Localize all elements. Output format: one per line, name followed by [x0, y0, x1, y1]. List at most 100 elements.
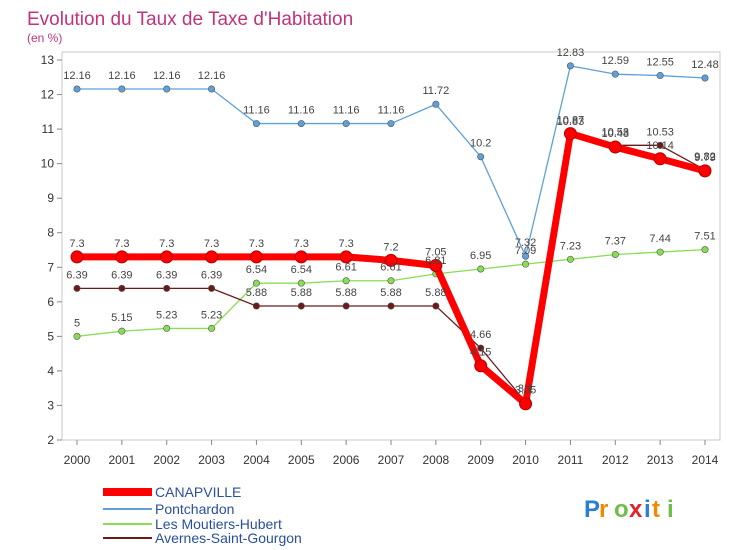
data-point — [477, 153, 485, 161]
y-axis: 2 3 4 5 6 7 8 9 10 11 12 13 — [41, 53, 62, 447]
data-point — [249, 250, 263, 264]
data-label: 10.87 — [557, 115, 585, 127]
data-point — [118, 85, 126, 93]
x-tick-label: 2007 — [378, 453, 405, 467]
x-tick-label: 2010 — [512, 453, 539, 467]
data-point — [205, 250, 219, 264]
data-label: 3.05 — [515, 385, 536, 397]
data-label: 3.1 — [518, 383, 533, 395]
data-labels-0: 7.3 7.3 7.3 7.3 7.3 7.3 7.3 7.2 7.05 4.15 3.05 10.8… — [69, 115, 715, 397]
data-label: 7.3 — [114, 238, 129, 250]
data-point — [297, 120, 305, 128]
data-point — [252, 279, 260, 287]
legend-label: Les Moutiers-Hubert — [155, 516, 282, 532]
data-label: 6.39 — [156, 269, 177, 281]
x-tick-label: 2004 — [243, 453, 270, 467]
y-tick-label: 3 — [47, 398, 54, 412]
data-label: 11.16 — [378, 105, 405, 117]
y-tick-label: 2 — [47, 433, 54, 447]
data-point — [163, 85, 171, 93]
x-tick-label: 2002 — [153, 453, 180, 467]
data-point — [342, 302, 350, 310]
data-label: 6.54 — [246, 264, 267, 276]
data-label: 7.3 — [249, 238, 264, 250]
data-point — [163, 284, 171, 292]
data-point — [208, 85, 216, 93]
data-label: 5.23 — [201, 309, 222, 321]
data-label: 5.15 — [111, 312, 132, 324]
data-point — [339, 250, 353, 264]
x-axis: 2000 2001 2002 2003 2004 2005 2006 2007 2008 2009… — [64, 440, 719, 467]
series-layer: 12.16 12.16 12.16 12.16 11.16 11.16 11.16 11.16… — [63, 47, 719, 411]
data-label: 12.55 — [646, 57, 674, 69]
y-tick-label: 7 — [47, 260, 54, 274]
data-label: 10.83 — [557, 116, 585, 128]
data-point — [387, 302, 395, 310]
data-point — [70, 250, 84, 264]
x-tick-label: 2000 — [64, 453, 91, 467]
data-labels-1: 12.16 12.16 12.16 12.16 11.16 11.16 11.16 11.16… — [63, 47, 719, 249]
data-label: 5.88 — [291, 287, 312, 299]
data-point — [429, 259, 443, 273]
data-label: 7.3 — [204, 238, 219, 250]
data-label: 12.59 — [602, 55, 630, 67]
data-label: 9.79 — [694, 152, 715, 164]
chart-subtitle: (en %) — [27, 31, 62, 45]
data-point — [208, 324, 216, 332]
data-point — [698, 164, 712, 178]
data-point — [387, 277, 395, 285]
data-point — [118, 284, 126, 292]
data-label: 7.23 — [560, 240, 581, 252]
data-label: 7.05 — [425, 247, 446, 259]
x-tick-label: 2009 — [467, 453, 494, 467]
logo-letter: i — [644, 496, 651, 523]
data-point — [297, 279, 305, 287]
data-label: 4.15 — [470, 347, 491, 359]
legend-label: Avernes-Saint-Gourgon — [155, 530, 302, 546]
data-point — [519, 397, 533, 411]
data-label: 11.16 — [243, 105, 270, 117]
data-point — [432, 100, 440, 108]
data-point — [611, 250, 619, 258]
data-label: 7.3 — [69, 238, 84, 250]
y-tick-label: 9 — [47, 191, 54, 205]
data-point — [73, 332, 81, 340]
data-point — [115, 250, 129, 264]
data-label: 7.37 — [605, 235, 626, 247]
data-point — [252, 302, 260, 310]
data-point — [563, 127, 577, 141]
data-point — [252, 120, 260, 128]
data-point — [522, 252, 530, 260]
data-label: 6.61 — [380, 262, 401, 274]
data-label: 12.16 — [63, 70, 91, 82]
data-label: 6.95 — [470, 250, 491, 262]
data-point — [477, 265, 485, 273]
data-point — [160, 250, 174, 264]
data-label: 7.3 — [294, 238, 309, 250]
data-point — [118, 327, 126, 335]
y-tick-label: 10 — [41, 157, 55, 171]
data-point — [611, 70, 619, 78]
data-point — [522, 260, 530, 268]
data-point — [566, 255, 574, 263]
data-label: 12.83 — [557, 47, 585, 59]
data-label: 10.53 — [646, 126, 674, 138]
data-label: 10.2 — [470, 138, 491, 150]
x-tick-label: 2012 — [602, 453, 629, 467]
data-point — [477, 344, 485, 352]
data-point — [701, 74, 709, 82]
data-label: 6.61 — [335, 262, 356, 274]
data-label: 10.53 — [602, 126, 630, 138]
data-point — [384, 253, 398, 267]
data-label: 7.32 — [515, 237, 536, 249]
chart-title: Evolution du Taux de Taxe d'Habitation — [27, 9, 353, 30]
data-label: 6.54 — [291, 264, 312, 276]
y-tick-label: 8 — [47, 226, 54, 240]
data-label: 7.09 — [515, 245, 536, 257]
data-point — [163, 324, 171, 332]
series-0 — [70, 127, 712, 411]
logo-letter: r — [599, 496, 608, 523]
data-labels-2: 5 5.15 5.23 5.23 6.54 6.54 6.61 6.61 6.81 6.95 7.0… — [74, 231, 716, 330]
